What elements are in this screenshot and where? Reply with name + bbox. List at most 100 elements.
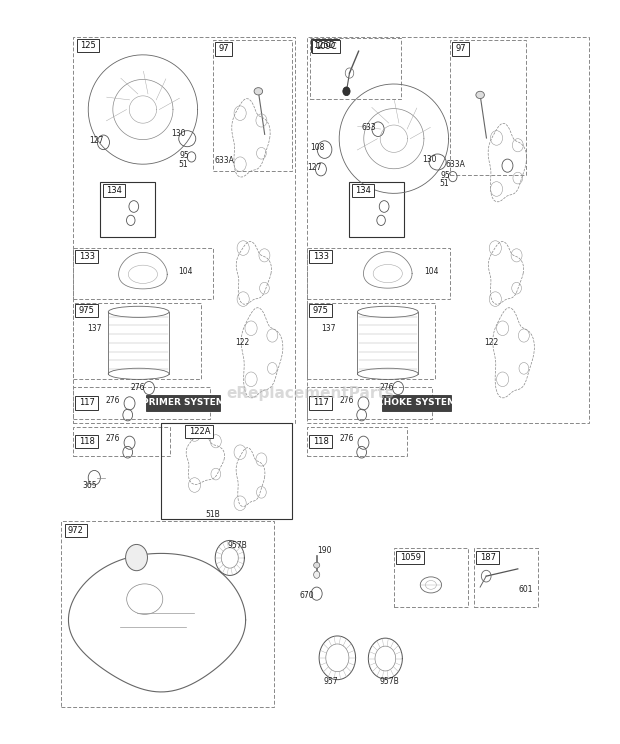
Bar bbox=[309, 397, 332, 409]
Text: 117: 117 bbox=[312, 399, 329, 408]
Text: 276: 276 bbox=[105, 434, 120, 443]
Text: 95: 95 bbox=[179, 151, 189, 160]
Ellipse shape bbox=[254, 88, 263, 95]
Circle shape bbox=[343, 87, 350, 96]
Bar bbox=[452, 42, 469, 56]
Bar bbox=[76, 434, 98, 448]
Bar bbox=[76, 249, 98, 263]
Text: 1059: 1059 bbox=[400, 553, 421, 562]
Bar bbox=[307, 427, 407, 456]
Bar bbox=[161, 423, 292, 519]
Text: 633: 633 bbox=[361, 123, 376, 132]
Text: 104: 104 bbox=[178, 267, 193, 276]
Text: 133: 133 bbox=[79, 251, 95, 260]
Text: 122A: 122A bbox=[188, 427, 210, 436]
Bar bbox=[474, 548, 538, 607]
Text: 104: 104 bbox=[424, 267, 439, 276]
Text: 957B: 957B bbox=[227, 541, 247, 550]
Text: 130: 130 bbox=[422, 155, 436, 164]
Text: 957B: 957B bbox=[379, 677, 399, 687]
Text: 125D: 125D bbox=[314, 41, 335, 50]
Bar bbox=[103, 184, 125, 197]
Bar bbox=[73, 36, 294, 423]
Text: 972: 972 bbox=[68, 526, 84, 535]
Circle shape bbox=[314, 571, 320, 578]
Bar bbox=[477, 551, 499, 564]
Bar bbox=[396, 551, 424, 564]
Text: 957: 957 bbox=[324, 677, 339, 687]
Text: 137: 137 bbox=[87, 324, 102, 333]
Text: 127: 127 bbox=[308, 164, 322, 173]
Text: 975: 975 bbox=[312, 307, 329, 315]
Text: 51: 51 bbox=[439, 179, 448, 188]
Bar bbox=[382, 395, 451, 411]
Text: 122: 122 bbox=[235, 339, 249, 347]
Text: 97: 97 bbox=[218, 45, 229, 54]
Bar bbox=[146, 395, 220, 411]
Text: 127: 127 bbox=[89, 135, 104, 144]
Text: 187: 187 bbox=[480, 553, 496, 562]
Text: 633A: 633A bbox=[446, 160, 466, 169]
Bar bbox=[307, 303, 435, 379]
Text: 133: 133 bbox=[312, 251, 329, 260]
Bar bbox=[213, 40, 292, 171]
Bar bbox=[394, 548, 468, 607]
Text: 190: 190 bbox=[317, 546, 332, 555]
Text: 108: 108 bbox=[310, 143, 324, 152]
Ellipse shape bbox=[314, 562, 320, 568]
Text: 276: 276 bbox=[339, 434, 353, 443]
Text: 51: 51 bbox=[178, 161, 188, 170]
Bar bbox=[100, 182, 155, 237]
Circle shape bbox=[126, 545, 148, 571]
Bar bbox=[61, 522, 273, 708]
Text: 601: 601 bbox=[518, 585, 533, 594]
Text: eReplacementParts: eReplacementParts bbox=[226, 386, 394, 401]
Text: 118: 118 bbox=[79, 437, 95, 446]
Bar bbox=[309, 304, 332, 318]
Text: 276: 276 bbox=[339, 396, 353, 405]
Bar bbox=[73, 303, 201, 379]
Text: 97: 97 bbox=[455, 45, 466, 54]
Bar bbox=[185, 426, 213, 438]
Bar bbox=[350, 182, 404, 237]
Bar bbox=[309, 434, 332, 448]
Text: 109C: 109C bbox=[316, 42, 337, 51]
Bar bbox=[76, 304, 98, 318]
Text: 670: 670 bbox=[299, 591, 314, 600]
Bar bbox=[73, 248, 213, 299]
Text: 95: 95 bbox=[440, 170, 450, 179]
Text: 125: 125 bbox=[80, 41, 96, 50]
Text: 122: 122 bbox=[484, 339, 498, 347]
Bar bbox=[73, 427, 170, 456]
Text: 137: 137 bbox=[321, 324, 335, 333]
Text: 365: 365 bbox=[82, 481, 97, 490]
Text: 130: 130 bbox=[172, 129, 186, 138]
Bar bbox=[310, 38, 401, 98]
Text: 276: 276 bbox=[380, 383, 394, 392]
Text: 633A: 633A bbox=[215, 156, 235, 165]
Bar bbox=[307, 387, 432, 420]
Bar bbox=[64, 524, 87, 536]
Text: 276: 276 bbox=[105, 396, 120, 405]
Bar bbox=[309, 249, 332, 263]
Bar bbox=[215, 42, 232, 56]
Bar bbox=[312, 40, 340, 54]
Text: 51B: 51B bbox=[205, 510, 220, 519]
Text: CHOKE SYSTEM: CHOKE SYSTEM bbox=[377, 399, 456, 408]
Text: 975: 975 bbox=[79, 307, 95, 315]
Bar bbox=[311, 39, 339, 52]
Bar bbox=[73, 387, 210, 420]
Bar bbox=[352, 184, 374, 197]
Text: PRIMER SYSTEM: PRIMER SYSTEM bbox=[142, 399, 224, 408]
Text: 118: 118 bbox=[312, 437, 329, 446]
Bar bbox=[307, 248, 450, 299]
Bar bbox=[450, 40, 526, 175]
Bar bbox=[307, 36, 590, 423]
Bar bbox=[77, 39, 99, 52]
Text: 117: 117 bbox=[79, 399, 95, 408]
Ellipse shape bbox=[476, 92, 484, 98]
Text: 134: 134 bbox=[106, 186, 122, 195]
Bar bbox=[76, 397, 98, 409]
Text: 276: 276 bbox=[131, 383, 145, 392]
Text: 134: 134 bbox=[355, 186, 371, 195]
